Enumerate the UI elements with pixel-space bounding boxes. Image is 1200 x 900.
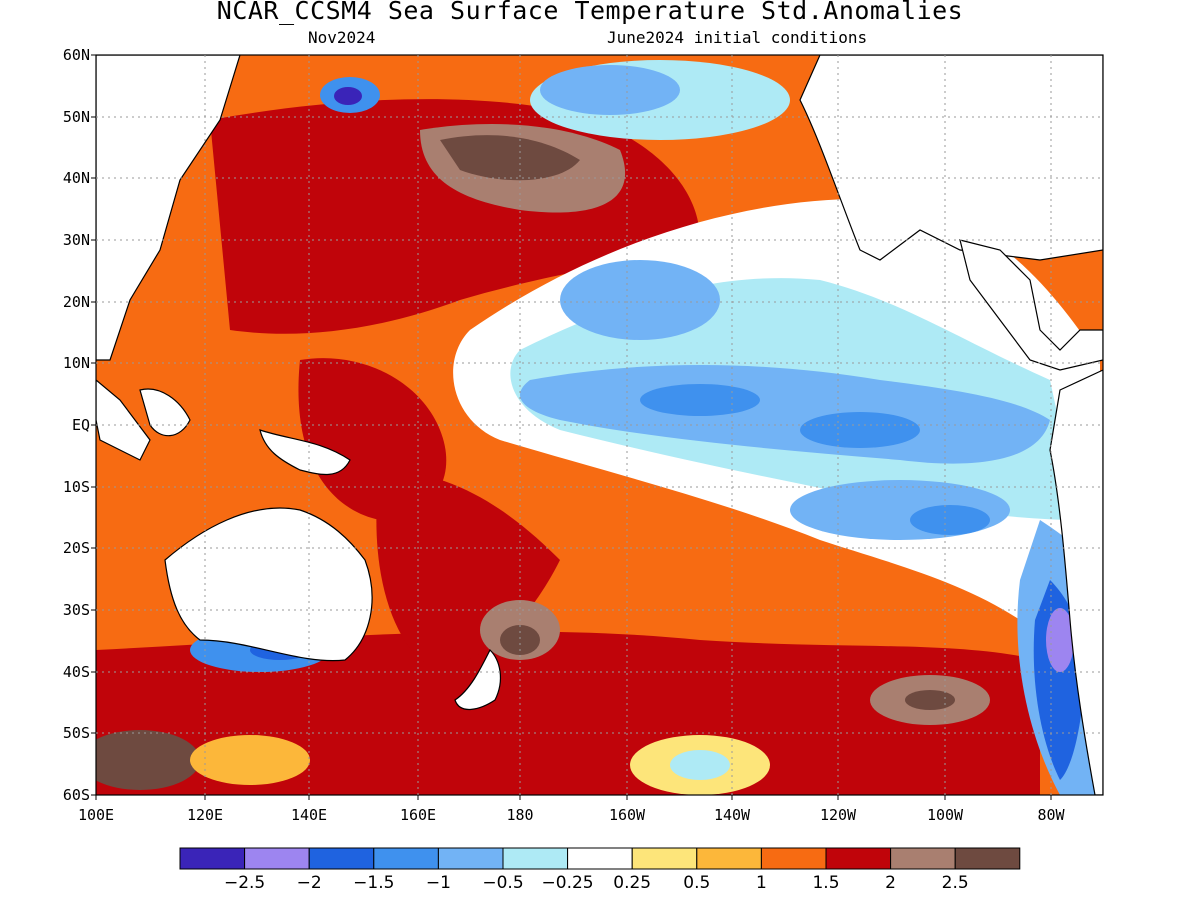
colorbar-swatch: [502, 847, 569, 870]
field-okhotsk-extreme: [334, 87, 362, 105]
new-zealand: [454, 648, 502, 710]
lon-label: 120E: [187, 806, 223, 824]
colorbar-label: −2.5: [224, 873, 265, 893]
colorbar-label: −0.5: [482, 873, 523, 893]
colorbar-label: −1.5: [353, 873, 394, 893]
colorbar-swatch: [437, 847, 504, 870]
colorbar-swatch: [373, 847, 439, 870]
asia: [96, 55, 241, 361]
field-sa-extreme: [1046, 608, 1074, 672]
borneo: [139, 388, 191, 437]
field-south-brown-core: [905, 690, 955, 710]
colorbar-swatch: [890, 847, 956, 870]
lat-label: 10S: [63, 478, 90, 496]
lon-labels: 100E 120E 140E 160E 180 160W 140W 120W 1…: [78, 806, 1066, 824]
field-south-yellow: [190, 735, 310, 785]
initial-conditions: June2024 initial conditions: [607, 28, 868, 47]
colorbar-label: −2: [297, 873, 322, 893]
lon-label: 80W: [1037, 806, 1065, 824]
lon-label: 160E: [400, 806, 436, 824]
lon-label: 100E: [78, 806, 114, 824]
lat-label: 60S: [63, 786, 90, 804]
lat-label: 50S: [63, 724, 90, 742]
field-south-cool: [670, 750, 730, 780]
field-npac-max: [440, 135, 580, 181]
field-cool-strong: [910, 505, 990, 535]
colorbar-label: 1: [756, 873, 767, 893]
lat-label: 10N: [63, 354, 90, 372]
field-cool-strong-3: [640, 384, 760, 416]
australia: [164, 507, 373, 662]
forecast-month: Nov2024: [308, 28, 376, 47]
south-america: [1049, 369, 1103, 795]
colorbar-label: −1: [426, 873, 451, 893]
lat-label: 30N: [63, 231, 90, 249]
lat-labels: 60N 50N 40N 30N 20N 10N EQ 10S 20S 30S 4…: [63, 46, 90, 804]
tick-marks: [91, 54, 1052, 800]
lat-label: EQ: [72, 416, 90, 434]
field-spac-max: [500, 625, 540, 655]
lat-label: 30S: [63, 601, 90, 619]
colorbar: −2.5 −2 −1.5 −1 −0.5 −0.25 0.25 0.5 1 1.5 2 2.5: [179, 847, 1021, 893]
lon-label: 120W: [820, 806, 857, 824]
lat-label: 40N: [63, 169, 90, 187]
lat-label: 20N: [63, 293, 90, 311]
lon-label: 140E: [291, 806, 327, 824]
field-npac-cool: [560, 260, 720, 340]
colorbar-label: 1.5: [812, 873, 839, 893]
colorbar-label: 0.25: [613, 873, 651, 893]
field-cool-mid: [520, 365, 1050, 464]
central-america: [959, 239, 1103, 371]
lon-label: 160W: [609, 806, 646, 824]
land: [96, 55, 1103, 795]
colorbar-label: 2.5: [942, 873, 969, 893]
colorbar-swatch: [954, 847, 1021, 870]
field-gulf-alaska-mid: [540, 65, 680, 115]
lat-label: 20S: [63, 539, 90, 557]
new-guinea: [259, 429, 351, 475]
lat-label: 60N: [63, 46, 90, 64]
lon-label: 140W: [714, 806, 751, 824]
colorbar-label: 2: [885, 873, 896, 893]
colorbar-label: −0.25: [542, 873, 594, 893]
colorbar-label: 0.5: [683, 873, 710, 893]
lon-label: 100W: [927, 806, 964, 824]
colorbar-swatch: [308, 847, 375, 870]
lat-label: 50N: [63, 108, 90, 126]
colorbar-swatch: [631, 847, 698, 870]
colorbar-swatch: [825, 847, 892, 870]
colorbar-swatch: [244, 847, 310, 870]
sumatra: [96, 379, 151, 461]
colorbar-swatch: [567, 847, 633, 870]
map-title: NCAR_CCSM4 Sea Surface Temperature Std.A…: [216, 0, 964, 25]
colorbar-swatch: [696, 847, 762, 870]
field-sw-max: [96, 730, 200, 790]
colorbar-swatch: [179, 847, 246, 870]
lon-label: 180: [506, 806, 533, 824]
field-cool-strong-2: [800, 412, 920, 448]
colorbar-swatch: [760, 847, 827, 870]
lat-label: 40S: [63, 663, 90, 681]
